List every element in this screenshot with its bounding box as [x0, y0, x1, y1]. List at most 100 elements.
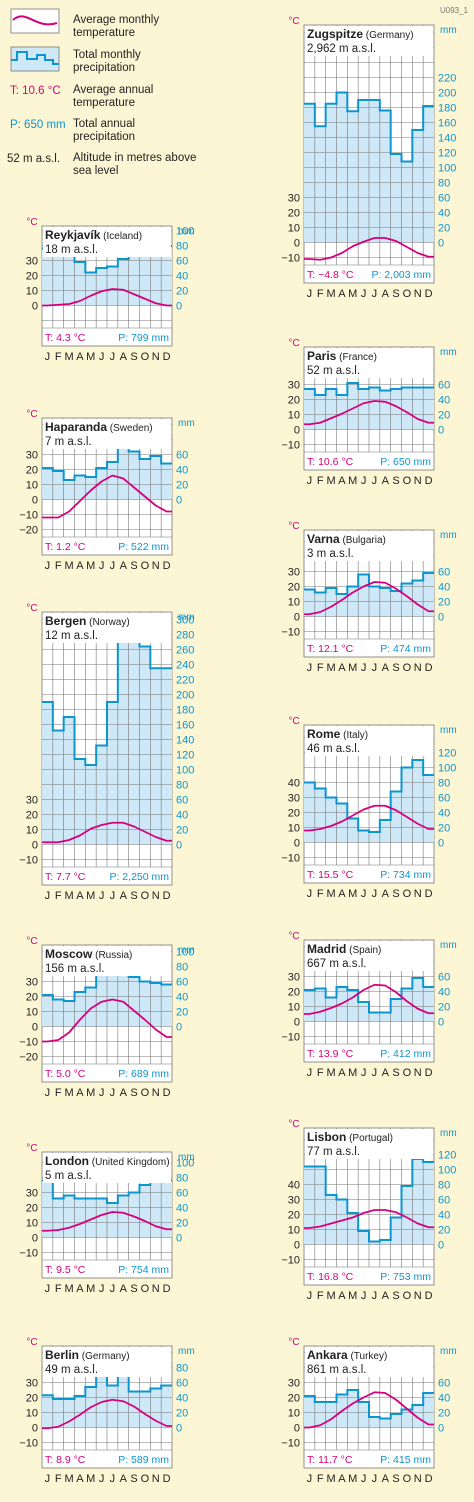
month-label: M	[348, 888, 357, 900]
city-name: Berlin (Germany)	[45, 1348, 130, 1362]
precip-tick-label: 20	[176, 286, 188, 298]
temp-tick-label: 0	[294, 1423, 300, 1435]
temp-tick-label: 0	[32, 301, 38, 313]
annual-temp: T: 9.5 °C	[45, 1264, 86, 1276]
month-label: A	[338, 1067, 346, 1079]
month-label: D	[163, 890, 171, 902]
legend-avg-temp-key: T: 10.6 °C	[10, 85, 61, 97]
precip-tick-label: 20	[176, 1007, 188, 1019]
precip-tick-label: 20	[438, 1225, 450, 1237]
city-name: Paris (France)	[307, 349, 377, 363]
month-label: A	[120, 351, 128, 363]
month-label: S	[130, 1087, 137, 1099]
stats-strip	[43, 328, 171, 345]
temp-tick-label: 30	[26, 1188, 38, 1200]
temp-tick-label: −10	[281, 1032, 300, 1044]
altitude: 46 m a.s.l.	[307, 743, 360, 755]
month-label: J	[307, 1473, 313, 1485]
precip-tick-label: 60	[438, 380, 450, 392]
month-label: J	[372, 1473, 378, 1485]
temp-tick-label: 0	[294, 1017, 300, 1029]
month-label: S	[130, 1473, 137, 1485]
month-label: S	[392, 1290, 399, 1302]
month-label: M	[86, 890, 95, 902]
month-label: M	[86, 1283, 95, 1295]
precip-bars	[304, 1389, 434, 1420]
temp-line	[304, 400, 434, 426]
chart-header-bg	[305, 348, 433, 378]
month-label: F	[55, 560, 62, 572]
precip-tick-label: 40	[438, 208, 450, 220]
month-label: D	[163, 1283, 171, 1295]
month-label: A	[338, 1473, 346, 1485]
month-label: J	[45, 1473, 51, 1485]
precip-tick-label: 20	[438, 1408, 450, 1420]
city-name: Rome (Italy)	[307, 727, 368, 741]
precip-unit: mm	[440, 940, 457, 951]
month-label: S	[130, 890, 137, 902]
precip-tick-label: 40	[438, 808, 450, 820]
climate-chart-madrid: Madrid (Spain) 667 m a.s.l. T: 13.9 °C P: 4…	[281, 931, 456, 1079]
month-label: O	[403, 475, 412, 487]
precip-tick-label: 20	[176, 1218, 188, 1230]
month-label: M	[326, 888, 335, 900]
climate-chart-varna: Varna (Bulgaria) 3 m a.s.l. T: 12.1 °C P: 4…	[281, 521, 456, 674]
temp-unit: °C	[288, 716, 299, 727]
precip-tick-label: 80	[176, 780, 188, 792]
temp-tick-label: 10	[26, 480, 38, 492]
climate-chart-rome: Rome (Italy) 46 m a.s.l. T: 15.5 °C P: 734 …	[281, 716, 456, 900]
stats-strip	[305, 865, 433, 882]
month-label: A	[76, 1473, 84, 1485]
precip-tick-label: 100	[438, 163, 456, 175]
precip-tick-label: 0	[176, 301, 182, 313]
temp-unit: °C	[288, 931, 299, 942]
precip-tick-label: 60	[176, 1188, 188, 1200]
month-label: J	[307, 1067, 313, 1079]
precip-tick-label: 280	[176, 630, 194, 642]
month-label: A	[382, 1067, 390, 1079]
month-label: F	[317, 888, 324, 900]
annual-precip: P: 474 mm	[380, 643, 431, 655]
temp-tick-label: −10	[19, 510, 38, 522]
month-label: D	[425, 288, 433, 300]
precip-tick-label: 60	[176, 256, 188, 268]
precip-tick-label: 80	[176, 241, 188, 253]
precip-bars	[304, 759, 434, 833]
temp-tick-label: 0	[294, 838, 300, 850]
temp-tick-label: −10	[281, 1255, 300, 1267]
precip-tick-label: 0	[438, 838, 444, 850]
temp-tick-label: −10	[19, 1438, 38, 1450]
annual-precip: P: 753 mm	[380, 1271, 431, 1283]
temp-line	[304, 804, 434, 832]
temp-tick-label: 20	[288, 395, 300, 407]
temp-tick-label: 0	[294, 1240, 300, 1252]
month-label: D	[163, 1473, 171, 1485]
month-label: N	[414, 1067, 422, 1079]
altitude: 2,962 m a.s.l.	[307, 43, 376, 55]
precip-tick-label: 0	[438, 425, 444, 437]
city-name: Varna (Bulgaria)	[307, 532, 386, 546]
month-label: J	[307, 1290, 313, 1302]
month-label: N	[414, 288, 422, 300]
climate-chart-reykjavk: Reykjavík (Iceland) 18 m a.s.l. T: 4.3 °C P…	[26, 217, 195, 363]
precip-tick-label: 20	[176, 480, 188, 492]
month-label: A	[76, 890, 84, 902]
temp-tick-label: 30	[26, 450, 38, 462]
temp-line	[304, 983, 434, 1015]
annual-temp: T: 4.3 °C	[45, 332, 86, 344]
legend-total-precip-desc: Total annual precipitation	[73, 118, 136, 143]
legend-avg-temp-desc: Average annual temperature	[73, 84, 154, 109]
month-label: J	[361, 1473, 367, 1485]
precip-tick-label: 0	[438, 1240, 444, 1252]
precip-tick-label: 160	[176, 720, 194, 732]
temp-tick-label: 30	[288, 567, 300, 579]
precip-tick-label: 20	[176, 1408, 188, 1420]
precip-tick-label: 40	[176, 1203, 188, 1215]
month-label: S	[392, 888, 399, 900]
climate-chart-paris: Paris (France) 52 m a.s.l. T: 10.6 °C P: 65…	[281, 338, 456, 487]
month-label: A	[338, 1290, 346, 1302]
month-label: S	[130, 351, 137, 363]
month-label: N	[414, 888, 422, 900]
month-label: N	[152, 560, 160, 572]
precip-tick-label: 120	[438, 748, 456, 760]
